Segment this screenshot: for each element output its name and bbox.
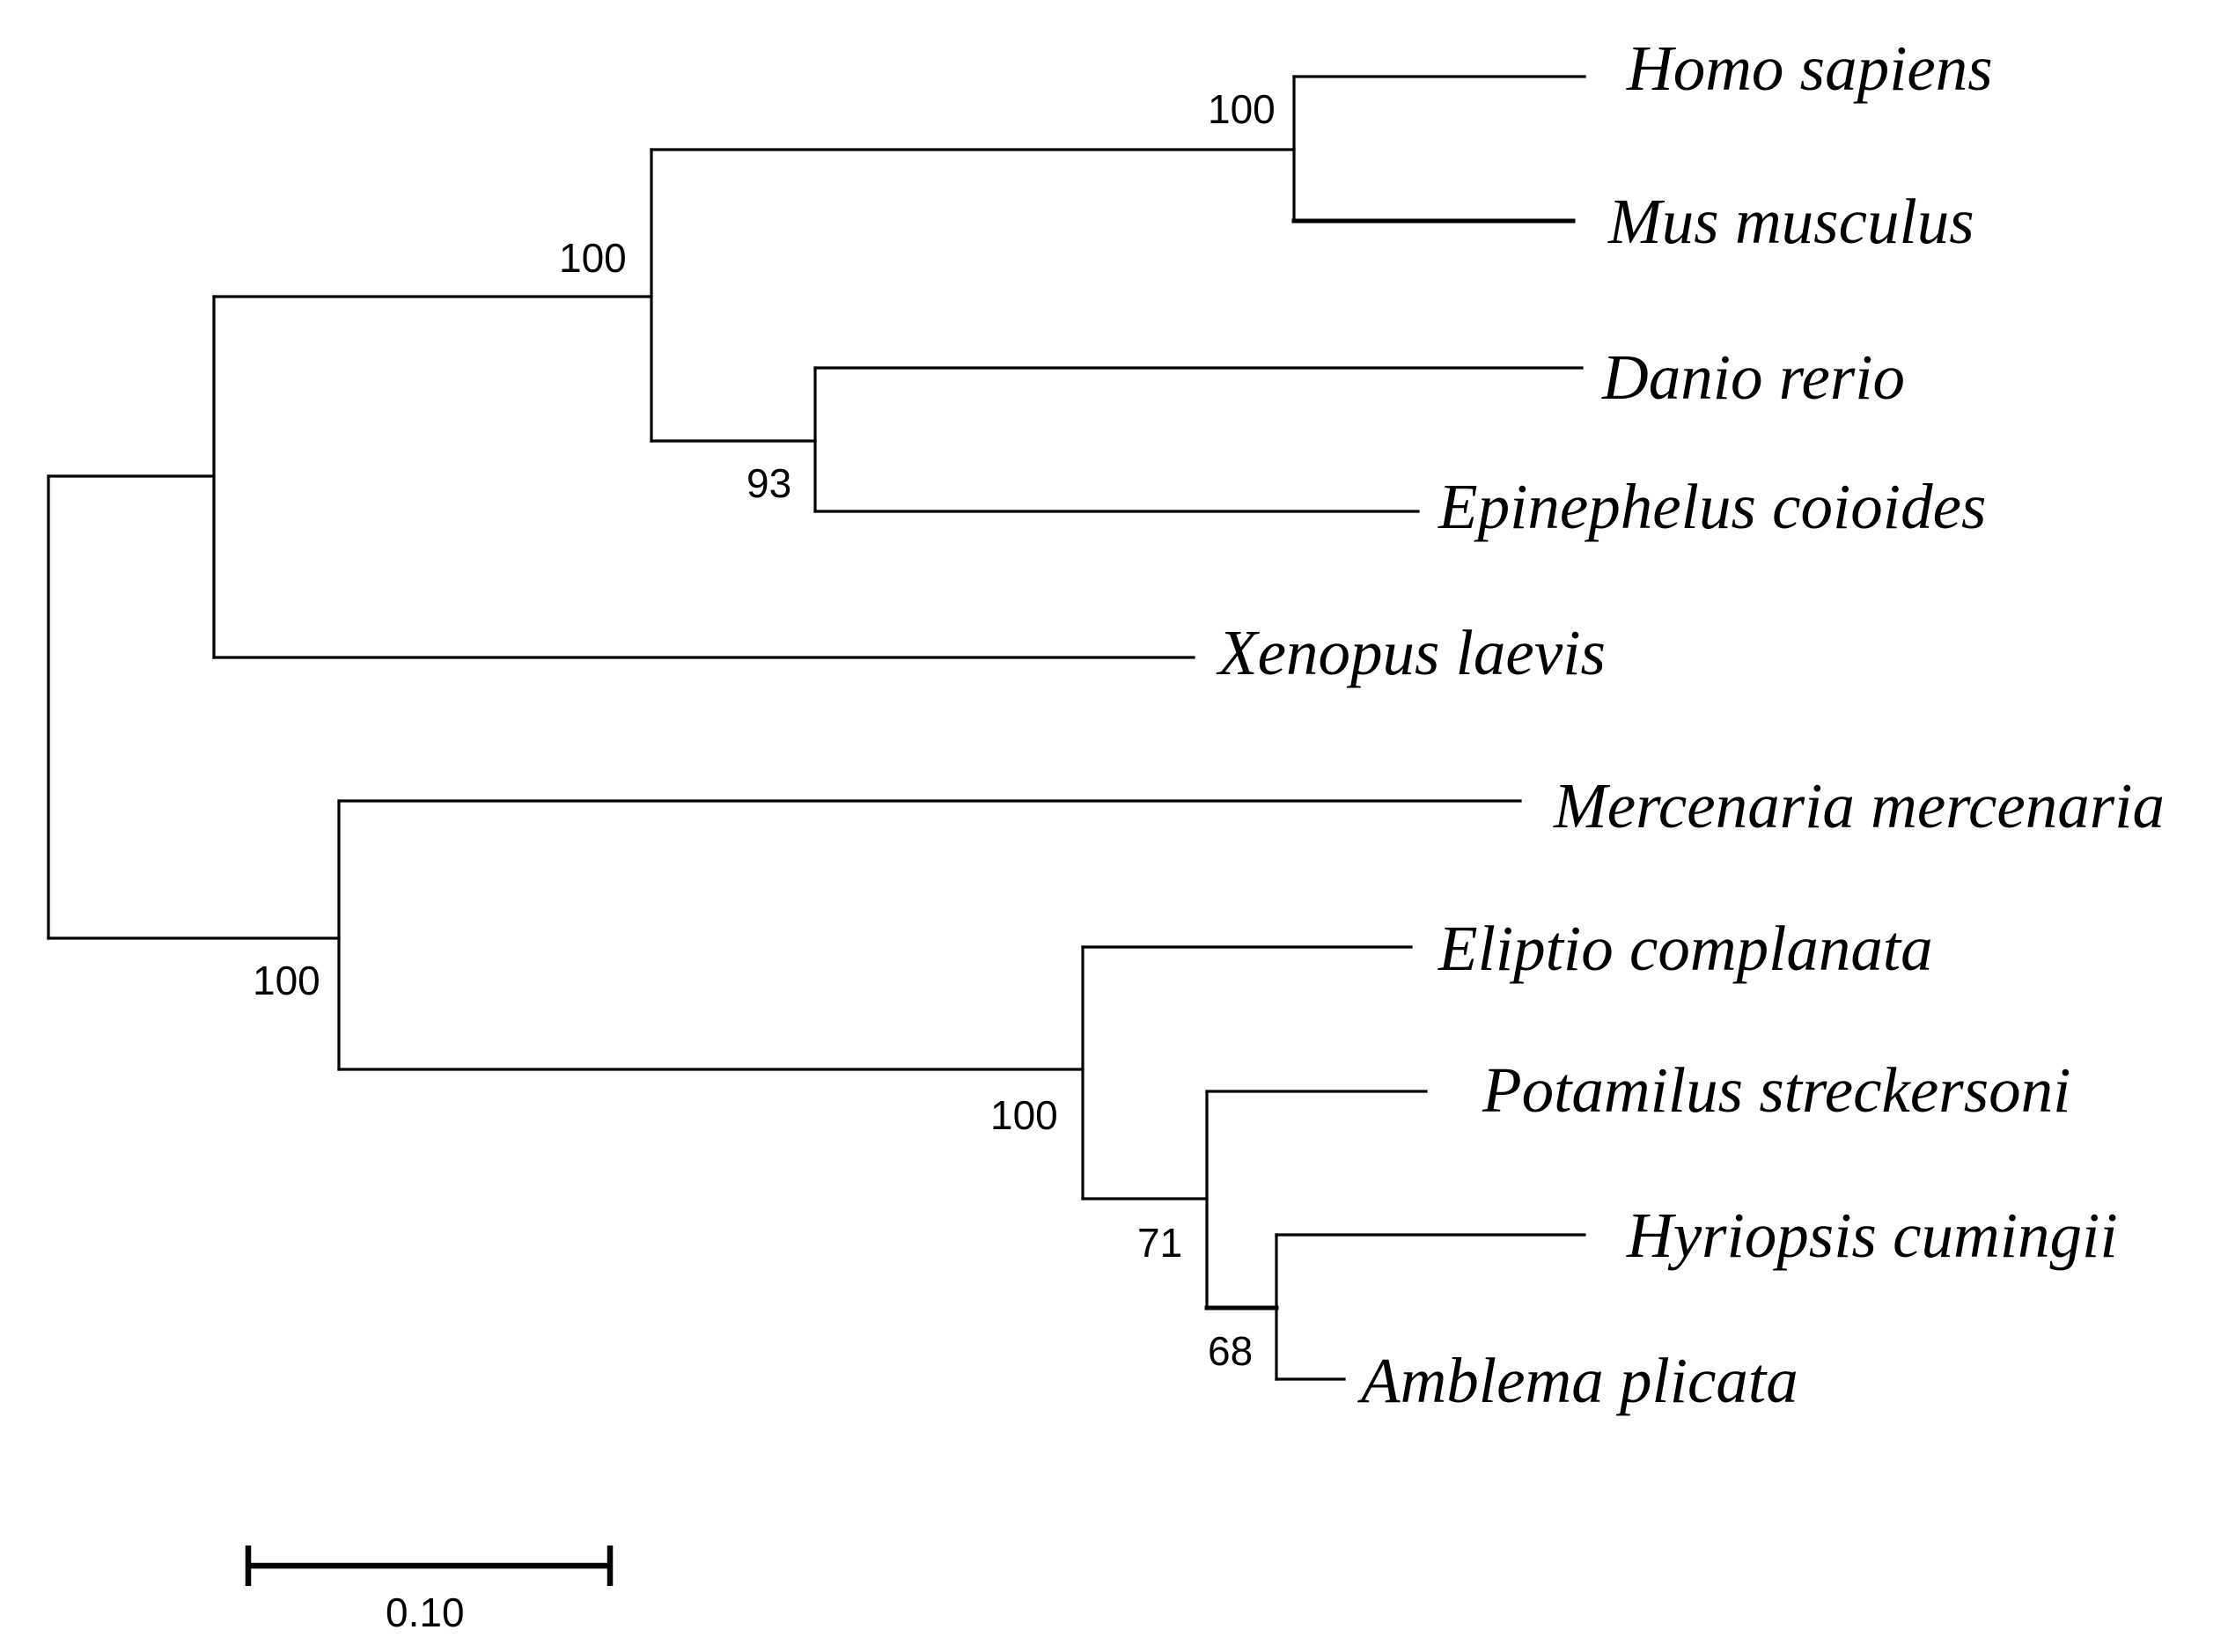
taxon-label: Danio rerio (1601, 341, 1905, 413)
taxon-label: Xenopus laevis (1216, 617, 1606, 688)
taxon-label: Homo sapiens (1626, 33, 1993, 104)
scale-bar: 0.10 (245, 1546, 614, 1635)
taxon-label: Potamilus streckersoni (1482, 1054, 2070, 1126)
taxon-labels: Homo sapiens Mus musculus Danio rerio Ep… (1216, 33, 2165, 1416)
bootstrap-value: 100 (1208, 86, 1276, 132)
taxon-label: Hyriopsis cumingii (1626, 1200, 2118, 1271)
bootstrap-value: 100 (253, 958, 320, 1003)
taxon-label: Mercenaria mercenaria (1553, 770, 2165, 841)
bootstrap-value: 68 (1208, 1328, 1253, 1374)
scale-bar-label: 0.10 (386, 1590, 465, 1635)
tree-branches (47, 75, 1586, 1381)
bootstrap-value: 100 (559, 235, 627, 281)
taxon-label: Mus musculus (1607, 186, 1974, 257)
bootstrap-value: 100 (990, 1092, 1058, 1138)
taxon-label: Eliptio complanata (1438, 913, 1933, 984)
taxon-label: Epinephelus coioides (1438, 471, 1986, 542)
taxon-label: Amblema plicata (1357, 1345, 1798, 1416)
bootstrap-value: 93 (746, 460, 791, 506)
bootstrap-value: 71 (1137, 1220, 1182, 1266)
bootstrap-values: 100 100 93 100 100 71 68 (253, 86, 1276, 1374)
